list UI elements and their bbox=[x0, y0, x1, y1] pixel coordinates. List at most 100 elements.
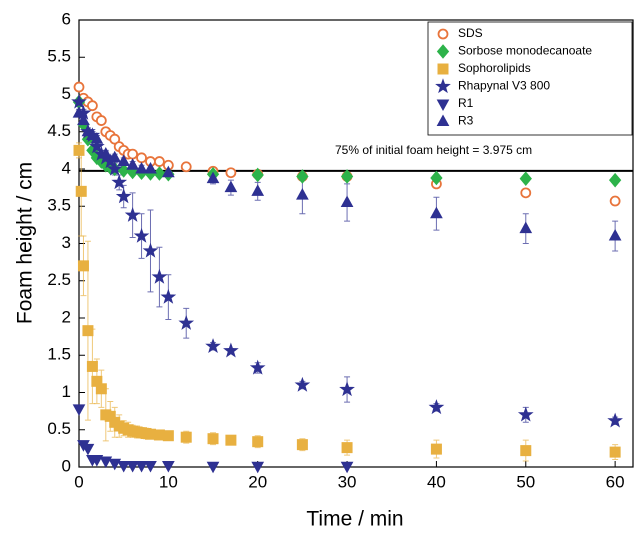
x-tick-label: 10 bbox=[159, 472, 178, 491]
legend-marker bbox=[436, 114, 450, 126]
marker bbox=[252, 436, 264, 448]
marker bbox=[136, 152, 147, 164]
marker bbox=[77, 260, 89, 272]
marker bbox=[225, 434, 237, 446]
marker bbox=[95, 383, 107, 395]
marker bbox=[223, 342, 239, 358]
marker bbox=[207, 433, 219, 445]
y-tick-label: 5 bbox=[62, 84, 71, 103]
marker bbox=[296, 169, 309, 184]
marker bbox=[162, 430, 174, 442]
marker bbox=[151, 268, 168, 284]
marker bbox=[126, 158, 139, 170]
marker bbox=[517, 406, 534, 422]
marker bbox=[608, 172, 622, 188]
x-tick-label: 20 bbox=[248, 472, 267, 491]
legend-label: Sophorolipids bbox=[458, 61, 531, 75]
y-tick-label: 6 bbox=[62, 9, 71, 28]
marker bbox=[82, 325, 94, 337]
marker bbox=[99, 456, 113, 469]
marker bbox=[133, 227, 150, 243]
marker bbox=[428, 399, 445, 415]
y-tick-label: 3.5 bbox=[47, 196, 71, 215]
marker bbox=[520, 187, 532, 199]
legend-box bbox=[427, 21, 633, 136]
marker bbox=[180, 161, 192, 173]
marker bbox=[251, 461, 265, 474]
marker bbox=[430, 206, 443, 219]
marker bbox=[144, 161, 157, 174]
marker bbox=[340, 461, 354, 474]
marker bbox=[117, 461, 131, 473]
legend-label: SDS bbox=[458, 26, 483, 40]
x-axis-title: Time / min bbox=[306, 508, 403, 531]
marker bbox=[135, 461, 148, 473]
marker bbox=[430, 443, 442, 455]
marker bbox=[106, 160, 123, 176]
marker bbox=[178, 314, 195, 330]
marker bbox=[71, 93, 87, 109]
annotation: 75% of initial foam height = 3.975 cm bbox=[335, 143, 532, 157]
marker bbox=[153, 166, 166, 181]
marker bbox=[154, 156, 165, 167]
y-tick-label: 0 bbox=[62, 456, 71, 475]
y-tick-label: 4 bbox=[62, 158, 71, 177]
marker bbox=[340, 195, 354, 208]
marker bbox=[124, 206, 141, 222]
marker bbox=[160, 288, 177, 304]
marker bbox=[225, 167, 237, 179]
marker bbox=[144, 461, 157, 473]
marker bbox=[162, 165, 175, 178]
marker bbox=[180, 431, 192, 443]
x-tick-label: 30 bbox=[338, 472, 357, 491]
marker bbox=[162, 461, 175, 473]
marker bbox=[108, 458, 122, 471]
marker bbox=[72, 106, 86, 118]
legend-marker bbox=[436, 99, 450, 112]
y-tick-label: 1.5 bbox=[47, 345, 71, 364]
legend-label: Sorbose monodecanoate bbox=[458, 44, 592, 58]
marker bbox=[294, 376, 311, 392]
marker bbox=[340, 169, 354, 184]
legend-marker bbox=[437, 63, 449, 75]
marker bbox=[249, 359, 266, 375]
marker bbox=[72, 404, 86, 416]
marker bbox=[95, 115, 107, 126]
x-tick-label: 50 bbox=[516, 472, 535, 491]
marker bbox=[108, 150, 122, 163]
y-tick-label: 5.5 bbox=[47, 47, 71, 66]
marker bbox=[73, 81, 85, 93]
y-tick-label: 4.5 bbox=[47, 121, 71, 140]
marker bbox=[251, 167, 264, 183]
marker bbox=[206, 461, 220, 474]
y-axis-title: Foam height / cm bbox=[14, 162, 37, 324]
marker bbox=[135, 161, 148, 174]
marker bbox=[73, 144, 85, 156]
x-tick-label: 60 bbox=[606, 472, 625, 491]
marker bbox=[296, 188, 309, 200]
y-tick-label: 2 bbox=[62, 307, 71, 326]
marker bbox=[206, 171, 220, 184]
marker bbox=[296, 439, 308, 451]
marker bbox=[86, 360, 98, 372]
marker bbox=[117, 154, 131, 167]
marker bbox=[519, 171, 532, 186]
legend-marker bbox=[437, 28, 449, 40]
marker bbox=[341, 442, 353, 454]
marker bbox=[430, 170, 443, 186]
marker bbox=[519, 221, 533, 234]
marker bbox=[90, 455, 104, 467]
legend-label: R3 bbox=[458, 114, 474, 128]
marker bbox=[142, 242, 159, 258]
legend-label: R1 bbox=[458, 96, 474, 110]
x-tick-label: 0 bbox=[74, 472, 83, 491]
marker bbox=[127, 148, 139, 160]
marker bbox=[608, 229, 622, 241]
marker bbox=[224, 180, 238, 193]
marker bbox=[205, 338, 221, 353]
marker bbox=[339, 381, 355, 397]
y-tick-label: 3 bbox=[62, 233, 71, 252]
marker bbox=[90, 132, 104, 144]
marker bbox=[607, 412, 623, 428]
